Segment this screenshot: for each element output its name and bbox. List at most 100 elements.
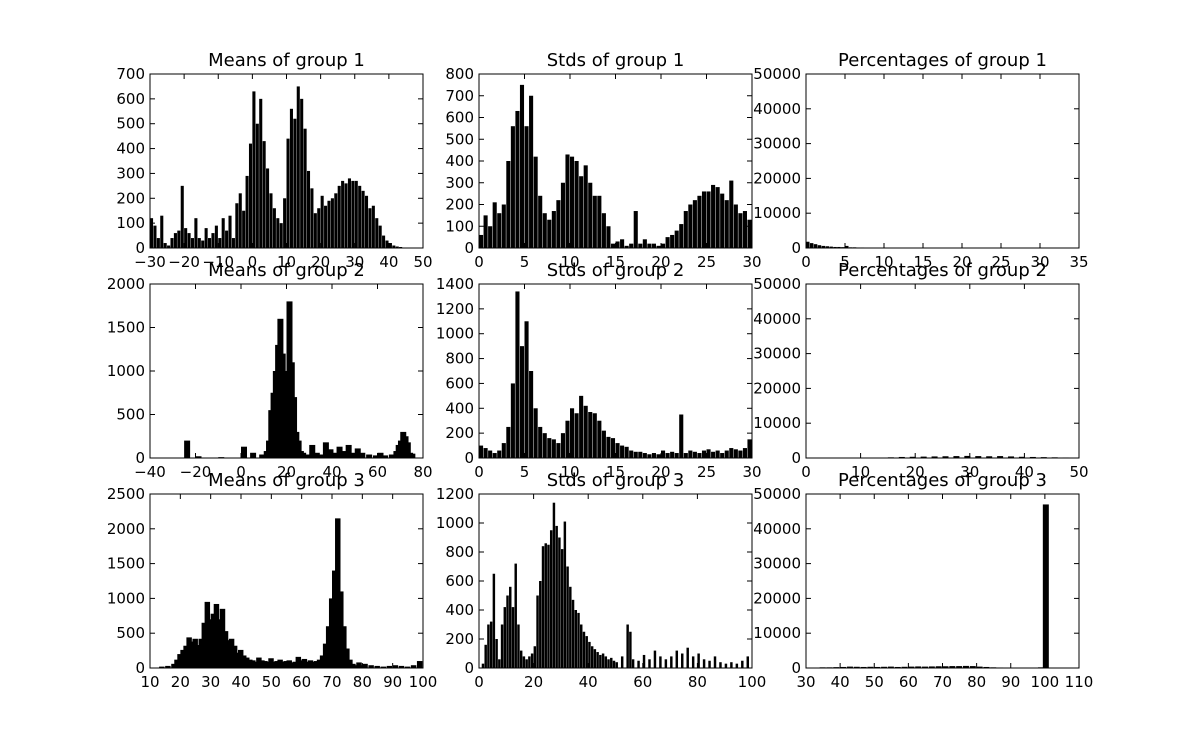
histogram-bar xyxy=(283,198,287,248)
x-tick-label: 25 xyxy=(697,253,716,271)
histogram-bar xyxy=(533,156,538,248)
histogram-bar xyxy=(898,456,905,458)
y-tick-label: 0 xyxy=(464,239,474,257)
histogram-bar xyxy=(565,154,570,248)
histogram-bar xyxy=(615,443,620,458)
histogram-bar xyxy=(806,241,810,248)
histogram-bar xyxy=(409,453,416,458)
y-tick-label: 800 xyxy=(445,543,474,561)
histogram-bar xyxy=(372,455,379,458)
histogram-bar xyxy=(374,665,380,668)
histogram-bar xyxy=(551,211,556,248)
histogram-bar xyxy=(570,156,575,248)
histogram-bar xyxy=(1040,457,1047,458)
y-tick-label: 400 xyxy=(445,152,474,170)
histogram-bar xyxy=(334,193,338,248)
histogram-bar xyxy=(388,243,392,248)
histogram-bar xyxy=(307,660,314,668)
histogram-bar xyxy=(318,454,325,458)
histogram-bar xyxy=(867,666,874,668)
histogram-bar xyxy=(733,449,738,458)
histogram-bar xyxy=(500,624,504,668)
histogram-bar xyxy=(597,420,602,458)
histogram-bar xyxy=(920,456,927,458)
histogram-bar xyxy=(332,452,338,458)
y-tick-label: 0 xyxy=(791,239,801,257)
x-tick-label: 15 xyxy=(606,253,625,271)
histogram-bar xyxy=(514,563,517,668)
histogram-bar xyxy=(237,649,244,668)
histogram-bar xyxy=(601,213,606,248)
histogram-bar xyxy=(242,210,246,248)
histogram-bar xyxy=(291,397,298,458)
histogram-bar xyxy=(210,613,217,668)
histogram-bar xyxy=(310,661,317,668)
y-tick-label: 1200 xyxy=(436,485,474,503)
histogram-bar xyxy=(647,243,652,248)
chart-panel-1: −30 −20 −10 0 10 20 30 40 5001002003004005006007… xyxy=(116,50,432,271)
histogram-bar xyxy=(746,656,749,668)
y-tick-label: 100 xyxy=(445,217,474,235)
histogram-bar xyxy=(350,452,357,458)
histogram-bar xyxy=(651,243,656,248)
histogram-bar xyxy=(607,659,610,668)
y-tick-label: 0 xyxy=(135,449,145,467)
histogram-bar xyxy=(328,598,335,668)
histogram-bar xyxy=(404,666,411,668)
y-tick-label: 2000 xyxy=(107,520,145,538)
y-tick-label: 1400 xyxy=(436,275,474,293)
x-tick-label: 30 xyxy=(201,673,220,691)
histogram-bar xyxy=(825,246,830,248)
histogram-bar xyxy=(747,219,752,248)
histogram-bar xyxy=(538,195,543,248)
histogram-bar xyxy=(692,200,697,248)
histogram-bar xyxy=(392,665,399,668)
histogram-bar xyxy=(410,665,417,668)
histogram-bar xyxy=(322,643,329,668)
histogram-bar xyxy=(416,661,423,668)
x-tick-label: 40 xyxy=(231,673,250,691)
histogram-bar xyxy=(711,184,716,248)
histogram-bar xyxy=(279,223,283,248)
histogram-bar xyxy=(404,442,411,458)
x-tick-label: 30 xyxy=(742,463,761,481)
y-tick-label: 400 xyxy=(445,399,474,417)
histogram-bar xyxy=(729,180,734,248)
y-tick-label: 50000 xyxy=(753,485,801,503)
histogram-bar xyxy=(301,658,308,668)
x-tick-label: 40 xyxy=(831,673,850,691)
histogram-bar xyxy=(358,185,362,248)
histogram-bar xyxy=(590,646,594,668)
histogram-bar xyxy=(551,439,556,458)
histogram-bar xyxy=(211,233,215,248)
histogram-bar xyxy=(592,413,597,458)
x-tick-label: 100 xyxy=(738,673,767,691)
histogram-bar xyxy=(922,666,929,668)
histogram-bar xyxy=(184,440,191,458)
histogram-bar xyxy=(819,667,826,668)
histogram-bar xyxy=(375,218,379,248)
histogram-bar xyxy=(330,198,334,248)
chart-title: Stds of group 1 xyxy=(547,50,685,71)
histogram-bar xyxy=(195,645,201,668)
histogram-bar xyxy=(238,193,242,248)
histogram-bar xyxy=(368,665,374,668)
histogram-bar xyxy=(231,645,238,668)
histogram-bar xyxy=(371,205,375,248)
histogram-bar xyxy=(624,446,629,458)
histogram-bar xyxy=(956,666,963,668)
histogram-bar xyxy=(638,451,643,458)
y-tick-label: 500 xyxy=(116,406,145,424)
histogram-bar xyxy=(615,241,620,248)
histogram-bar xyxy=(953,456,960,458)
histogram-bar xyxy=(942,666,949,668)
histogram-bar xyxy=(388,454,395,458)
histogram-bar xyxy=(935,666,942,668)
histogram-bar xyxy=(213,603,220,668)
histogram-bar xyxy=(653,650,657,668)
histogram-bar xyxy=(177,230,181,248)
histogram-bar xyxy=(556,443,561,458)
x-tick-label: 50 xyxy=(865,673,884,691)
histogram-bar xyxy=(688,450,693,458)
histogram-bar xyxy=(228,215,232,248)
